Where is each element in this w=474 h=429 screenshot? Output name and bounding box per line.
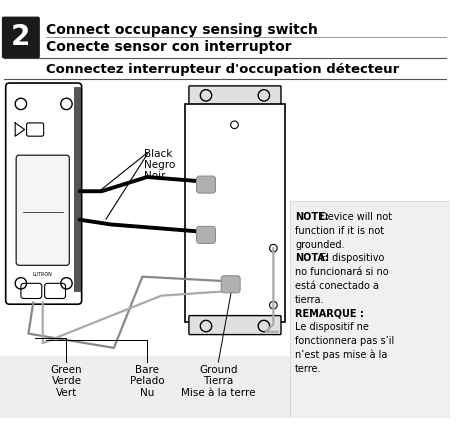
Text: grounded.: grounded. xyxy=(295,240,345,250)
Text: Tierra: Tierra xyxy=(203,376,234,387)
Text: Vert: Vert xyxy=(56,388,77,398)
FancyBboxPatch shape xyxy=(189,316,281,335)
FancyBboxPatch shape xyxy=(221,276,240,293)
Text: NOTE:: NOTE: xyxy=(295,212,329,222)
Text: function if it is not: function if it is not xyxy=(295,226,384,236)
Text: Mise à la terre: Mise à la terre xyxy=(181,388,255,398)
Text: Green: Green xyxy=(51,365,82,375)
FancyBboxPatch shape xyxy=(16,155,69,265)
Text: Black: Black xyxy=(144,148,173,159)
Bar xyxy=(0,356,304,418)
Text: Noir: Noir xyxy=(144,171,166,181)
Text: Connect occupancy sensing switch: Connect occupancy sensing switch xyxy=(46,23,318,37)
Text: Ground: Ground xyxy=(199,365,237,375)
FancyBboxPatch shape xyxy=(197,227,216,243)
FancyBboxPatch shape xyxy=(197,176,216,193)
FancyBboxPatch shape xyxy=(189,86,281,105)
Text: 2: 2 xyxy=(11,24,30,51)
Text: Nu: Nu xyxy=(140,388,155,398)
FancyBboxPatch shape xyxy=(2,17,40,58)
Text: terre.: terre. xyxy=(295,363,322,374)
Text: Negro: Negro xyxy=(144,160,175,170)
Text: Conecte sensor con interruptor: Conecte sensor con interruptor xyxy=(46,40,291,54)
Text: Device will not: Device will not xyxy=(317,212,392,222)
Bar xyxy=(290,201,450,418)
Bar xyxy=(185,104,285,322)
FancyBboxPatch shape xyxy=(74,87,80,291)
Text: REMARQUE :: REMARQUE : xyxy=(295,308,364,318)
Text: n’est pas mise à la: n’est pas mise à la xyxy=(295,350,388,360)
FancyBboxPatch shape xyxy=(45,283,65,299)
Text: Verde: Verde xyxy=(52,376,82,387)
Text: Connectez interrupteur d'occupation détecteur: Connectez interrupteur d'occupation déte… xyxy=(46,63,399,76)
FancyBboxPatch shape xyxy=(21,283,42,299)
FancyBboxPatch shape xyxy=(27,123,44,136)
Text: Pelado: Pelado xyxy=(130,376,164,387)
Text: El dispositivo: El dispositivo xyxy=(317,254,384,263)
Text: está conectado a: está conectado a xyxy=(295,281,379,291)
Text: LUTRON: LUTRON xyxy=(33,272,53,277)
Text: Bare: Bare xyxy=(135,365,159,375)
Text: Le dispositif ne: Le dispositif ne xyxy=(295,322,369,332)
FancyBboxPatch shape xyxy=(6,83,82,304)
Text: tierra.: tierra. xyxy=(295,295,325,305)
Text: NOTA:: NOTA: xyxy=(295,254,329,263)
Text: no funcionará si no: no funcionará si no xyxy=(295,267,389,277)
Text: fonctionnera pas s’il: fonctionnera pas s’il xyxy=(295,336,394,346)
